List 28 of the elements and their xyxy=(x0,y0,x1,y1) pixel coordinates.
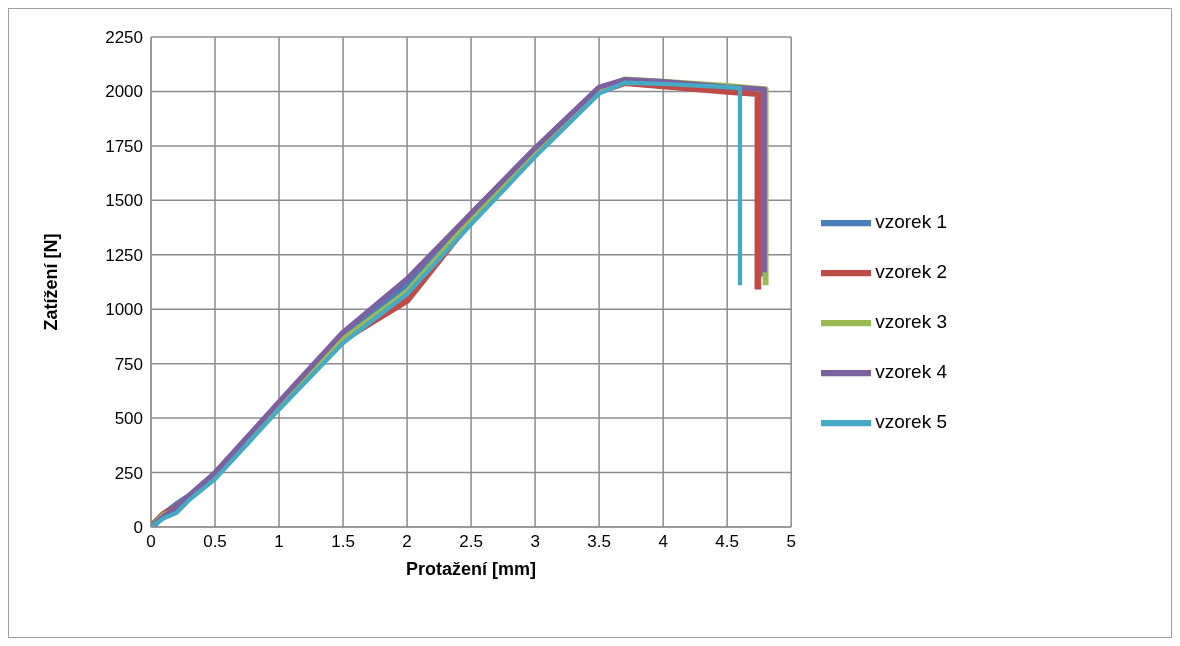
x-tick-label: 2.5 xyxy=(459,532,483,552)
x-tick-label: 2 xyxy=(402,532,412,552)
y-tick-label: 0 xyxy=(133,518,143,538)
x-tick-label: 3.5 xyxy=(587,532,611,552)
y-tick-label: 1500 xyxy=(105,191,143,211)
y-tick-label: 2000 xyxy=(105,82,143,102)
x-tick-label: 1 xyxy=(274,532,284,552)
y-tick-label: 2250 xyxy=(105,28,143,48)
y-axis-title: Zatížení [N] xyxy=(41,233,62,331)
legend-label: vzorek 3 xyxy=(875,311,947,333)
x-tick-label: 4 xyxy=(658,532,668,552)
x-tick-label: 0 xyxy=(146,532,156,552)
y-tick-label: 1750 xyxy=(105,136,143,156)
y-tick-label: 1250 xyxy=(105,245,143,265)
y-tick-label: 1000 xyxy=(105,300,143,320)
y-tick-label: 750 xyxy=(114,354,143,374)
legend-label: vzorek 1 xyxy=(875,211,947,233)
x-tick-label: 5 xyxy=(786,532,796,552)
x-tick-label: 3 xyxy=(530,532,540,552)
y-tick-label: 500 xyxy=(114,409,143,429)
y-tick-label: 250 xyxy=(114,463,143,483)
x-tick-label: 1.5 xyxy=(331,532,355,552)
legend-label: vzorek 2 xyxy=(875,261,947,283)
x-axis-title: Protažení [mm] xyxy=(406,559,537,579)
x-tick-label: 0.5 xyxy=(203,532,227,552)
legend-label: vzorek 5 xyxy=(875,411,947,433)
legend-label: vzorek 4 xyxy=(875,361,947,383)
x-tick-label: 4.5 xyxy=(715,532,739,552)
